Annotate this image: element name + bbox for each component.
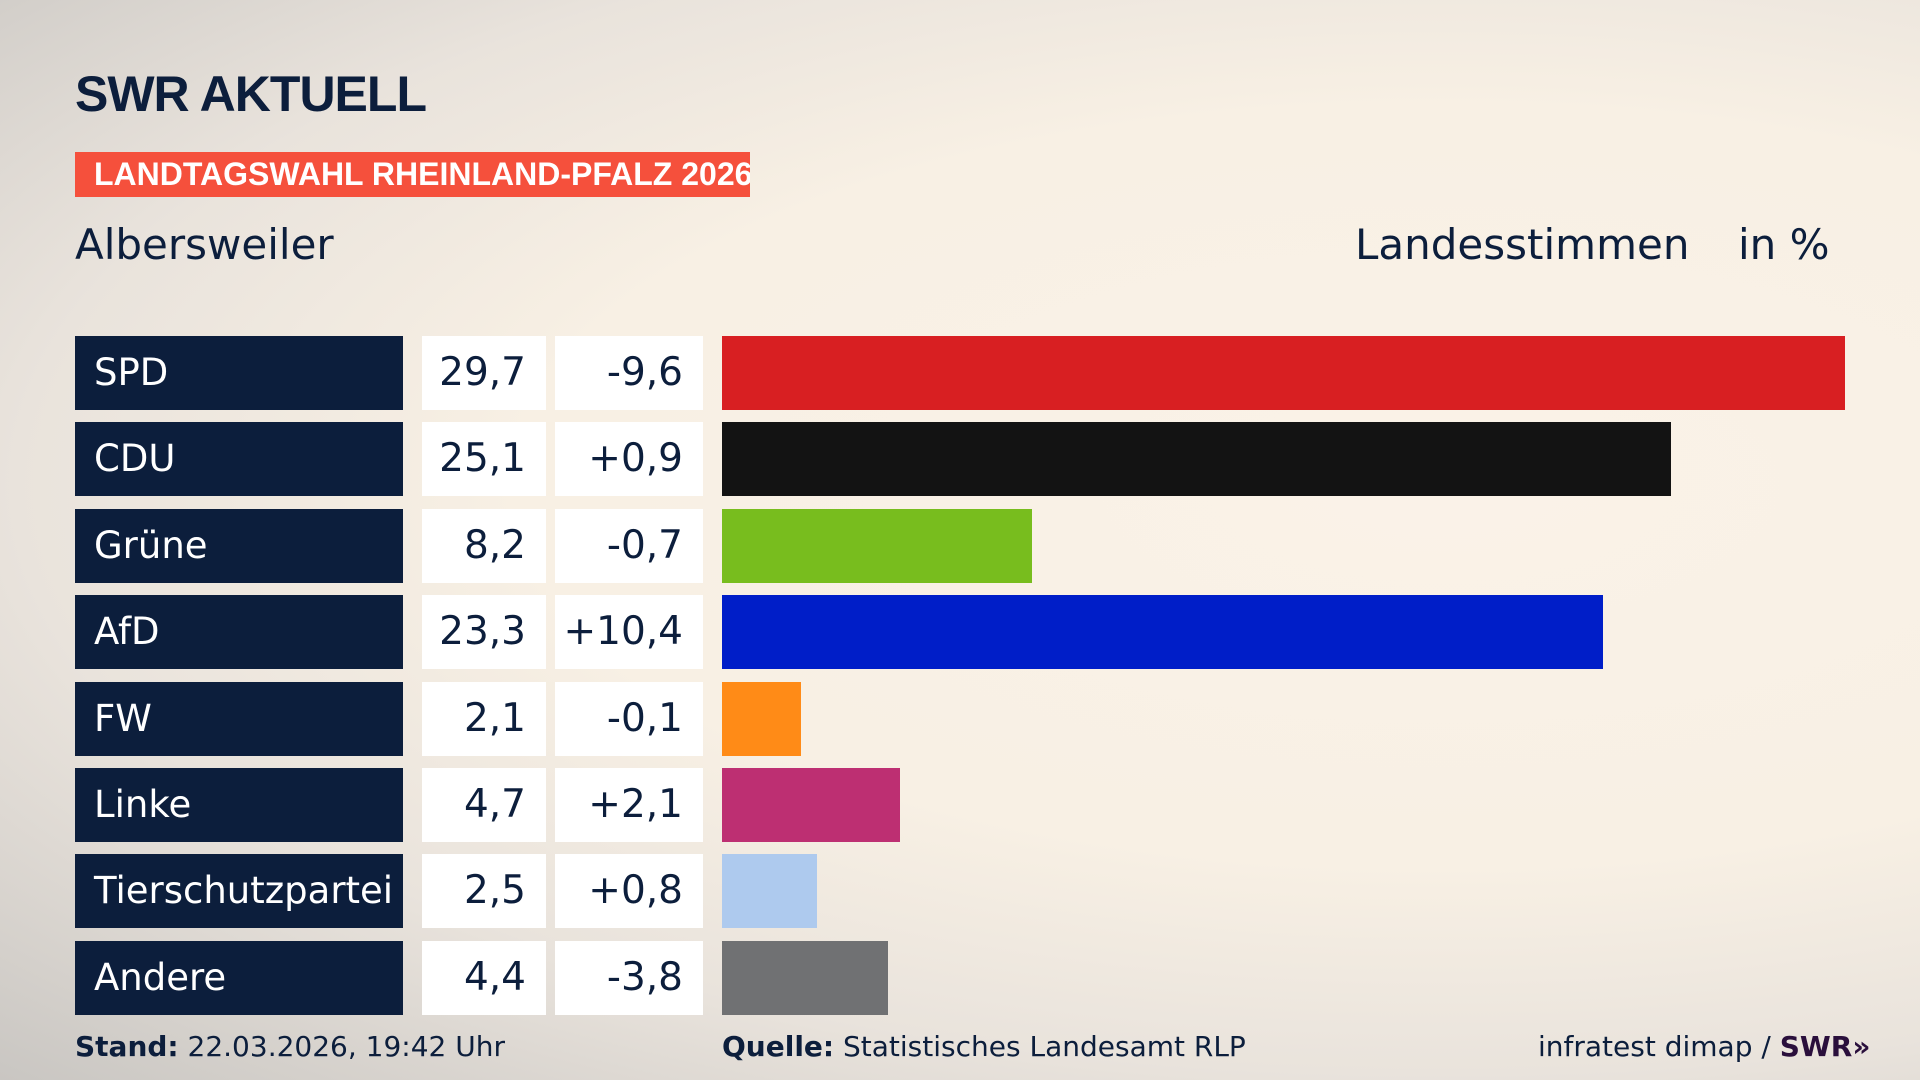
party-name: FW (75, 681, 403, 756)
bar (722, 854, 817, 929)
logo-text: SWR AKTUELL (75, 66, 427, 122)
bar (722, 768, 900, 842)
place-title: Albersweiler (75, 220, 334, 269)
value-label: 4,4 (422, 940, 546, 1015)
party-row: Tierschutzpartei 2,5 +0,8 (75, 854, 1875, 929)
bar (722, 681, 802, 756)
party-name: Grüne (75, 508, 403, 583)
value-label: 23,3 (422, 595, 546, 670)
party-row: Grüne 8,2 -0,7 (75, 508, 1875, 583)
source-value: Statistisches Landesamt RLP (843, 1030, 1246, 1063)
swr-aktuell-logo: SWR AKTUELL (75, 66, 427, 122)
value-label: 4,7 (422, 768, 546, 842)
bar (722, 940, 889, 1015)
party-row: Andere 4,4 -3,8 (75, 940, 1875, 1015)
diff-label: -9,6 (555, 336, 703, 410)
credit-info: infratest dimap / SWR» (1538, 1030, 1870, 1063)
party-name: SPD (75, 336, 403, 410)
bar (722, 422, 1672, 497)
credit-text: infratest dimap / (1538, 1030, 1771, 1063)
diff-label: -3,8 (555, 940, 703, 1015)
stand-value: 22.03.2026, 19:42 Uhr (187, 1030, 505, 1063)
party-row: FW 2,1 -0,1 (75, 681, 1875, 756)
diff-label: -0,1 (555, 681, 703, 756)
party-row: SPD 29,7 -9,6 (75, 336, 1875, 410)
diff-label: +10,4 (555, 595, 703, 670)
bar (722, 336, 1845, 410)
measure-label: Landesstimmen (1355, 220, 1690, 269)
unit-label: in % (1738, 220, 1830, 269)
party-row: CDU 25,1 +0,9 (75, 422, 1875, 497)
party-name: Andere (75, 940, 403, 1015)
party-name: Tierschutzpartei (75, 854, 403, 929)
diff-label: +0,8 (555, 854, 703, 929)
stand-info: Stand: 22.03.2026, 19:42 Uhr (75, 1030, 505, 1063)
election-banner: LANDTAGSWAHL RHEINLAND-PFALZ 2026 (75, 152, 750, 197)
value-label: 8,2 (422, 508, 546, 583)
party-name: CDU (75, 422, 403, 497)
value-label: 2,5 (422, 854, 546, 929)
bar (722, 595, 1603, 670)
value-label: 2,1 (422, 681, 546, 756)
diff-label: -0,7 (555, 508, 703, 583)
swr-logo: SWR» (1779, 1030, 1871, 1063)
diff-label: +0,9 (555, 422, 703, 497)
stand-label: Stand: (75, 1030, 179, 1063)
party-row: Linke 4,7 +2,1 (75, 768, 1875, 842)
party-row: AfD 23,3 +10,4 (75, 595, 1875, 670)
value-label: 29,7 (422, 336, 546, 410)
bar (722, 508, 1033, 583)
diff-label: +2,1 (555, 768, 703, 842)
party-name: Linke (75, 768, 403, 842)
party-name: AfD (75, 595, 403, 670)
value-label: 25,1 (422, 422, 546, 497)
source-info: Quelle: Statistisches Landesamt RLP (722, 1030, 1246, 1063)
source-label: Quelle: (722, 1030, 835, 1063)
